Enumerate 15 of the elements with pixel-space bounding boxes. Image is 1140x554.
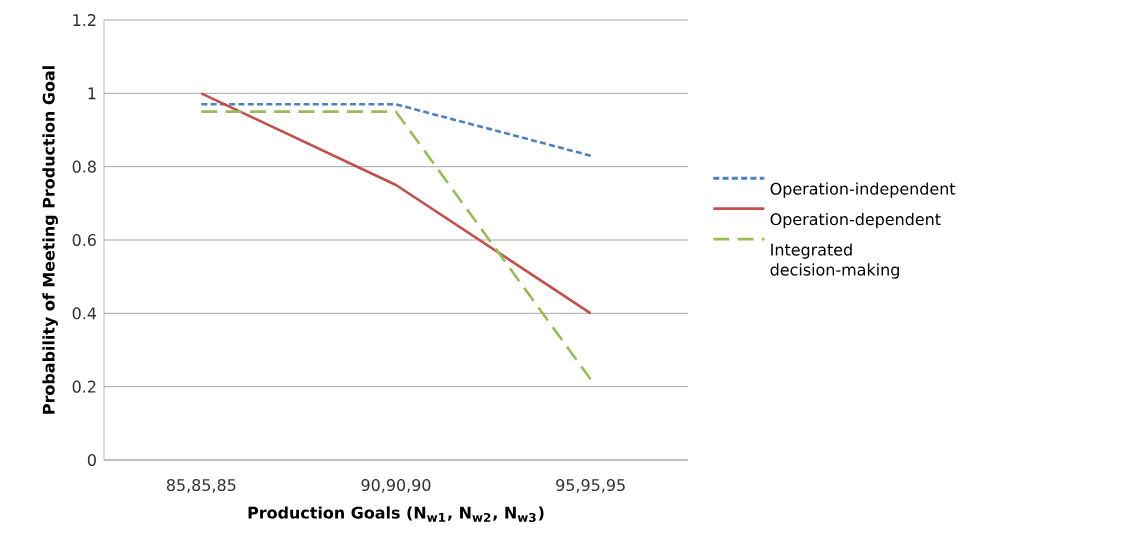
text: Integrated decision-making [770,243,899,279]
text: Operation-dependent [770,212,941,229]
y-tick-label: 0.4 [72,307,97,320]
y-tick-label: 1.2 [73,14,96,26]
y-tick-label: 0.2 [72,380,96,393]
y-axis-title: Probability of Meeting Production Goal [42,66,58,414]
y-tick-label: 0 [87,453,96,467]
x-axis-title: Production Goals (N$_{w1}$, N$_{w2}$, N$_{w3}$) [248,506,544,523]
x-tick-label: 85,85,85 [166,478,236,493]
y-tick-label: 1 [88,87,96,100]
x-tick-label: 90,90,90 [361,478,431,493]
y-tick-label: 0.8 [72,160,96,173]
y-tick-label: 0.6 [72,233,96,247]
text: Operation-independent [770,182,956,198]
x-tick-label: 95,95,95 [556,478,625,493]
